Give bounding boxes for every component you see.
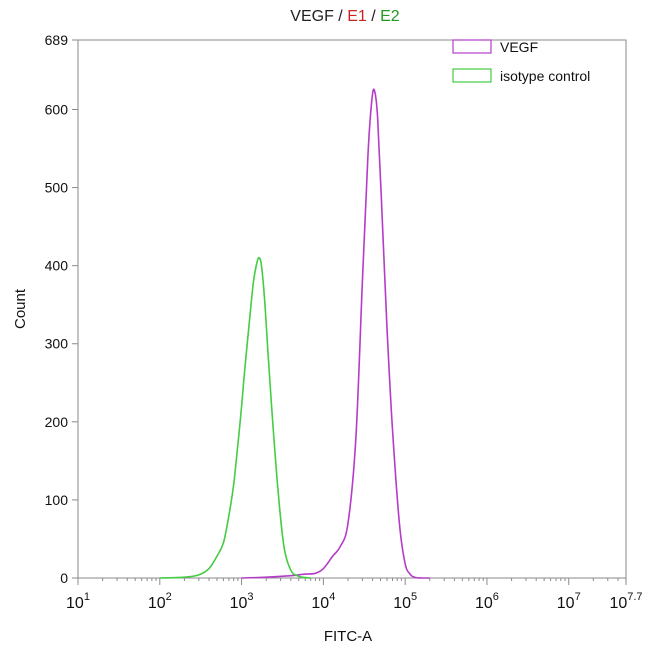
series-line-isotype-control xyxy=(159,256,311,579)
y-tick-label: 600 xyxy=(45,101,69,117)
y-tick-label: 300 xyxy=(45,336,69,352)
legend-label-isotype: isotype control xyxy=(500,68,590,84)
chart-title-part: E1 xyxy=(347,8,367,25)
x-axis-label: FITC-A xyxy=(324,628,372,645)
x-axis: 101 102 103 104 105 106 107 107.7 xyxy=(66,578,643,612)
y-axis: 0 100 200 300 400 500 600 689 xyxy=(45,32,78,586)
x-tick-label: 104 xyxy=(311,591,335,612)
x-tick-label: 106 xyxy=(475,591,499,612)
x-tick-label: 103 xyxy=(230,591,254,612)
legend: VEGF isotype control xyxy=(452,39,590,84)
series-layer xyxy=(159,88,430,579)
x-tick-label: 101 xyxy=(66,591,90,612)
y-axis-label: Count xyxy=(12,288,29,329)
x-tick-label: 102 xyxy=(148,591,172,612)
y-tick-label: 0 xyxy=(60,570,68,586)
chart-title-part: / xyxy=(334,8,347,25)
legend-swatch-isotype xyxy=(452,68,492,83)
x-tick-label: 107.7 xyxy=(609,591,642,612)
y-tick-label: 400 xyxy=(45,258,69,274)
y-tick-label: 500 xyxy=(45,180,69,196)
series-line-vegf xyxy=(241,88,430,579)
legend-swatch-vegf xyxy=(452,39,492,54)
legend-label-vegf: VEGF xyxy=(500,39,538,55)
y-tick-label: 200 xyxy=(45,414,69,430)
chart-title: VEGF / E1 / E2 xyxy=(290,8,400,25)
x-tick-label: 105 xyxy=(393,591,417,612)
chart-title-part: E2 xyxy=(380,8,400,25)
chart-title-part: / xyxy=(367,8,380,25)
y-tick-label: 689 xyxy=(45,32,69,48)
y-tick-label: 100 xyxy=(45,492,69,508)
chart-title-part: VEGF xyxy=(290,8,334,25)
x-tick-label: 107 xyxy=(557,591,581,612)
plot-frame xyxy=(77,39,627,579)
